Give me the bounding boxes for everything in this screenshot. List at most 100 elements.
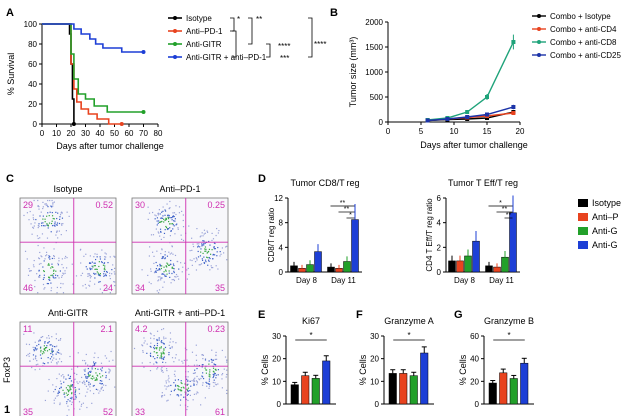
flow-dot bbox=[44, 349, 46, 352]
flow-dot bbox=[184, 383, 186, 385]
flow-dot bbox=[173, 220, 175, 222]
flow-dot bbox=[98, 281, 100, 283]
flow-dot bbox=[170, 259, 172, 262]
flow-dot bbox=[50, 352, 52, 355]
quadrant-ll: 33 bbox=[135, 407, 145, 416]
legend-swatch-2 bbox=[578, 227, 588, 235]
flow-dot bbox=[59, 387, 61, 390]
flow-dot bbox=[98, 392, 100, 394]
flow-dot bbox=[156, 357, 158, 359]
flow-dot bbox=[200, 251, 202, 253]
flow-dot bbox=[212, 381, 214, 384]
flow-dot bbox=[53, 201, 55, 203]
flow-dot bbox=[60, 282, 62, 285]
flow-dot bbox=[162, 206, 164, 208]
flow-dot bbox=[168, 270, 170, 272]
flow-dot bbox=[109, 256, 111, 258]
flow-dot bbox=[226, 373, 228, 376]
flow-dot bbox=[35, 218, 37, 221]
flow-dot bbox=[177, 260, 179, 263]
flow-dot bbox=[208, 378, 211, 380]
flow-dot bbox=[160, 354, 163, 356]
flow-dot bbox=[162, 357, 165, 359]
flow-dot bbox=[57, 275, 59, 277]
flow-dot bbox=[48, 341, 50, 343]
flow-dot bbox=[153, 335, 155, 337]
flow-dot bbox=[163, 338, 165, 340]
bar-1-0 bbox=[327, 266, 335, 273]
flow-dot bbox=[157, 269, 159, 271]
flow-dot bbox=[172, 263, 175, 265]
flow-dot bbox=[156, 330, 159, 332]
flow-dot bbox=[186, 408, 188, 411]
flow-dot bbox=[188, 273, 190, 276]
flow-dot bbox=[99, 258, 101, 260]
flow-dot bbox=[32, 214, 34, 216]
bar-1 bbox=[301, 375, 310, 405]
flow-dot bbox=[47, 199, 49, 202]
flow-dot bbox=[48, 337, 50, 339]
flow-dot bbox=[113, 255, 115, 257]
flow-dot bbox=[94, 262, 96, 264]
flow-dot bbox=[32, 217, 34, 219]
flow-dot bbox=[173, 361, 175, 363]
flow-dot bbox=[206, 382, 208, 384]
flow-dot bbox=[164, 210, 167, 212]
flow-dot bbox=[38, 225, 40, 227]
flow-dot bbox=[59, 380, 62, 382]
flow-dot bbox=[74, 392, 76, 394]
flow-dot bbox=[47, 390, 49, 392]
data-point bbox=[511, 111, 516, 115]
flow-dot bbox=[212, 238, 215, 240]
sig-bracket-1 bbox=[248, 17, 253, 45]
flow-dot bbox=[173, 279, 176, 282]
flow-dot bbox=[174, 357, 177, 359]
flow-dot bbox=[105, 253, 107, 255]
sig-label: * bbox=[407, 331, 410, 340]
flow-dot bbox=[213, 385, 215, 387]
flow-dot bbox=[46, 223, 48, 225]
flow-dot bbox=[66, 414, 68, 416]
flow-dot bbox=[149, 246, 151, 248]
flow-dot bbox=[37, 292, 39, 294]
flow-dot bbox=[169, 200, 171, 203]
flow-dot bbox=[168, 216, 170, 218]
flow-dot bbox=[169, 227, 171, 229]
flow-dot bbox=[201, 243, 203, 245]
flow-dot bbox=[166, 266, 168, 268]
flow-cytometry-panel: Isotype 29 0.52 46 24 Anti–PD-1 30 0.25 34 35 Anti… bbox=[2, 184, 229, 416]
flow-dot bbox=[31, 233, 33, 235]
flow-dot bbox=[221, 372, 224, 375]
flow-dot bbox=[69, 387, 71, 389]
flow-dot bbox=[39, 276, 41, 278]
flow-dot bbox=[39, 368, 41, 370]
flow-dot bbox=[201, 232, 203, 234]
bar-1 bbox=[499, 372, 508, 405]
flow-dot bbox=[166, 255, 169, 257]
flow-dot bbox=[154, 358, 156, 360]
quadrant-ll: 34 bbox=[135, 283, 145, 293]
flow-dot bbox=[80, 262, 82, 264]
flow-dot bbox=[39, 251, 41, 254]
flow-dot bbox=[50, 274, 52, 277]
flow-dot bbox=[96, 378, 98, 380]
flow-dot bbox=[208, 363, 210, 365]
flow-dot bbox=[204, 232, 206, 234]
flow-dot bbox=[89, 267, 91, 269]
flow-dot bbox=[143, 337, 145, 339]
flow-dot bbox=[53, 255, 55, 258]
flow-dot bbox=[171, 272, 173, 275]
y-tick-label: 0 bbox=[475, 400, 480, 409]
flow-dot bbox=[164, 275, 166, 277]
flow-dot bbox=[194, 261, 197, 263]
flow-dot bbox=[226, 245, 228, 247]
flow-dot bbox=[159, 269, 161, 271]
x-tick-label: 30 bbox=[81, 129, 90, 138]
flow-dot bbox=[70, 384, 72, 386]
flow-dot bbox=[201, 258, 203, 260]
flow-dot bbox=[77, 352, 79, 354]
flow-plot-title-2: Anti-GITR bbox=[48, 308, 89, 318]
flow-dot bbox=[162, 328, 165, 330]
flow-dot bbox=[29, 270, 31, 272]
flow-dot bbox=[198, 378, 200, 380]
